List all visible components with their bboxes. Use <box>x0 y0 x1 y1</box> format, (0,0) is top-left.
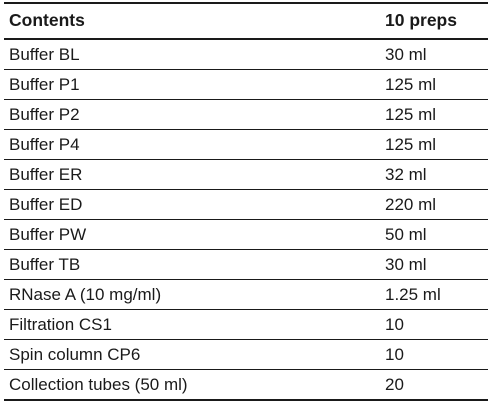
quantity-cell: 20 <box>381 369 488 401</box>
item-name-cell: Collection tubes (50 ml) <box>4 369 381 401</box>
table-row: Filtration CS1 10 <box>4 309 488 340</box>
quantity-cell: 125 ml <box>381 99 488 130</box>
table-header: Contents 10 preps <box>4 2 488 40</box>
table-row: Spin column CP6 10 <box>4 339 488 370</box>
quantity-cell: 50 ml <box>381 219 488 250</box>
quantity-cell: 1.25 ml <box>381 279 488 310</box>
table-row: Buffer P1 125 ml <box>4 69 488 100</box>
quantity-cell: 220 ml <box>381 189 488 220</box>
quantity-cell: 32 ml <box>381 159 488 190</box>
table-row: Buffer TB 30 ml <box>4 249 488 280</box>
table-row: Buffer ED 220 ml <box>4 189 488 220</box>
item-name-cell: RNase A (10 mg/ml) <box>4 279 381 310</box>
quantity-cell: 125 ml <box>381 69 488 100</box>
item-name-cell: Buffer P1 <box>4 69 381 100</box>
table-row: Buffer P2 125 ml <box>4 99 488 130</box>
table-row: Buffer P4 125 ml <box>4 129 488 160</box>
quantity-cell: 10 <box>381 309 488 340</box>
table-row: Buffer BL 30 ml <box>4 39 488 70</box>
quantity-cell: 30 ml <box>381 39 488 70</box>
item-name-cell: Filtration CS1 <box>4 309 381 340</box>
quantity-cell: 10 <box>381 339 488 370</box>
header-row: Contents 10 preps <box>4 2 488 40</box>
quantity-cell: 125 ml <box>381 129 488 160</box>
table-row: Buffer PW 50 ml <box>4 219 488 250</box>
table-body: Buffer BL 30 ml Buffer P1 125 ml Buffer … <box>4 39 488 401</box>
item-name-cell: Buffer BL <box>4 39 381 70</box>
table-row: RNase A (10 mg/ml) 1.25 ml <box>4 279 488 310</box>
column-header-10-preps: 10 preps <box>381 2 488 40</box>
item-name-cell: Buffer P4 <box>4 129 381 160</box>
item-name-cell: Buffer P2 <box>4 99 381 130</box>
item-name-cell: Buffer ED <box>4 189 381 220</box>
item-name-cell: Spin column CP6 <box>4 339 381 370</box>
quantity-cell: 30 ml <box>381 249 488 280</box>
table-row: Collection tubes (50 ml) 20 <box>4 369 488 401</box>
table-row: Buffer ER 32 ml <box>4 159 488 190</box>
kit-contents-table: Contents 10 preps Buffer BL 30 ml Buffer… <box>4 2 488 401</box>
item-name-cell: Buffer ER <box>4 159 381 190</box>
column-header-contents: Contents <box>4 2 381 40</box>
item-name-cell: Buffer PW <box>4 219 381 250</box>
item-name-cell: Buffer TB <box>4 249 381 280</box>
